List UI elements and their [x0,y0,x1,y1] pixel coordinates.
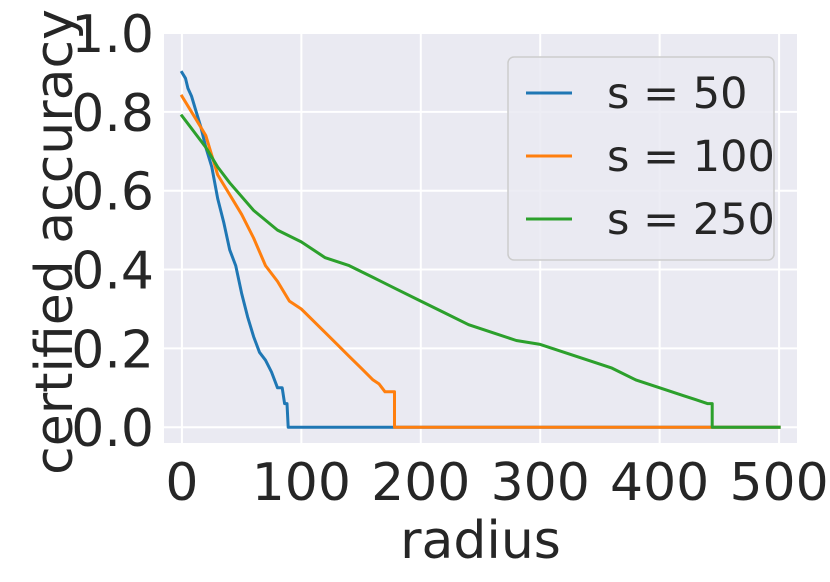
legend-label: s = 50 [607,69,748,119]
series-line-2 [179,94,781,429]
y-axis-label: certified accuracy [25,9,85,475]
y-tick-label: 0.0 [71,399,154,459]
legend: s = 50 s = 100 s = 250 [507,56,775,261]
x-axis-label: radius [400,511,561,571]
y-tick-label: 1.0 [71,5,154,65]
y-tick-labels: 0.0 0.2 0.4 0.6 0.8 1.0 [71,5,154,459]
legend-frame [507,56,775,261]
x-tick-labels: 0 100 200 300 400 500 [165,453,828,513]
series-line-3 [179,113,781,429]
y-tick-label: 0.6 [71,163,154,223]
series-line-1 [179,70,781,429]
legend-label: s = 100 [607,132,775,182]
x-tick-label: 200 [371,453,470,513]
x-tick-label: 500 [729,453,828,513]
y-tick-label: 0.2 [71,320,154,380]
series-lines [179,70,781,429]
y-tick-label: 0.8 [71,84,154,144]
y-tick-label: 0.4 [71,242,154,302]
x-tick-label: 400 [610,453,709,513]
x-tick-label: 100 [252,453,351,513]
legend-label: s = 250 [607,195,775,245]
x-tick-label: 0 [165,453,198,513]
x-tick-label: 300 [491,453,590,513]
